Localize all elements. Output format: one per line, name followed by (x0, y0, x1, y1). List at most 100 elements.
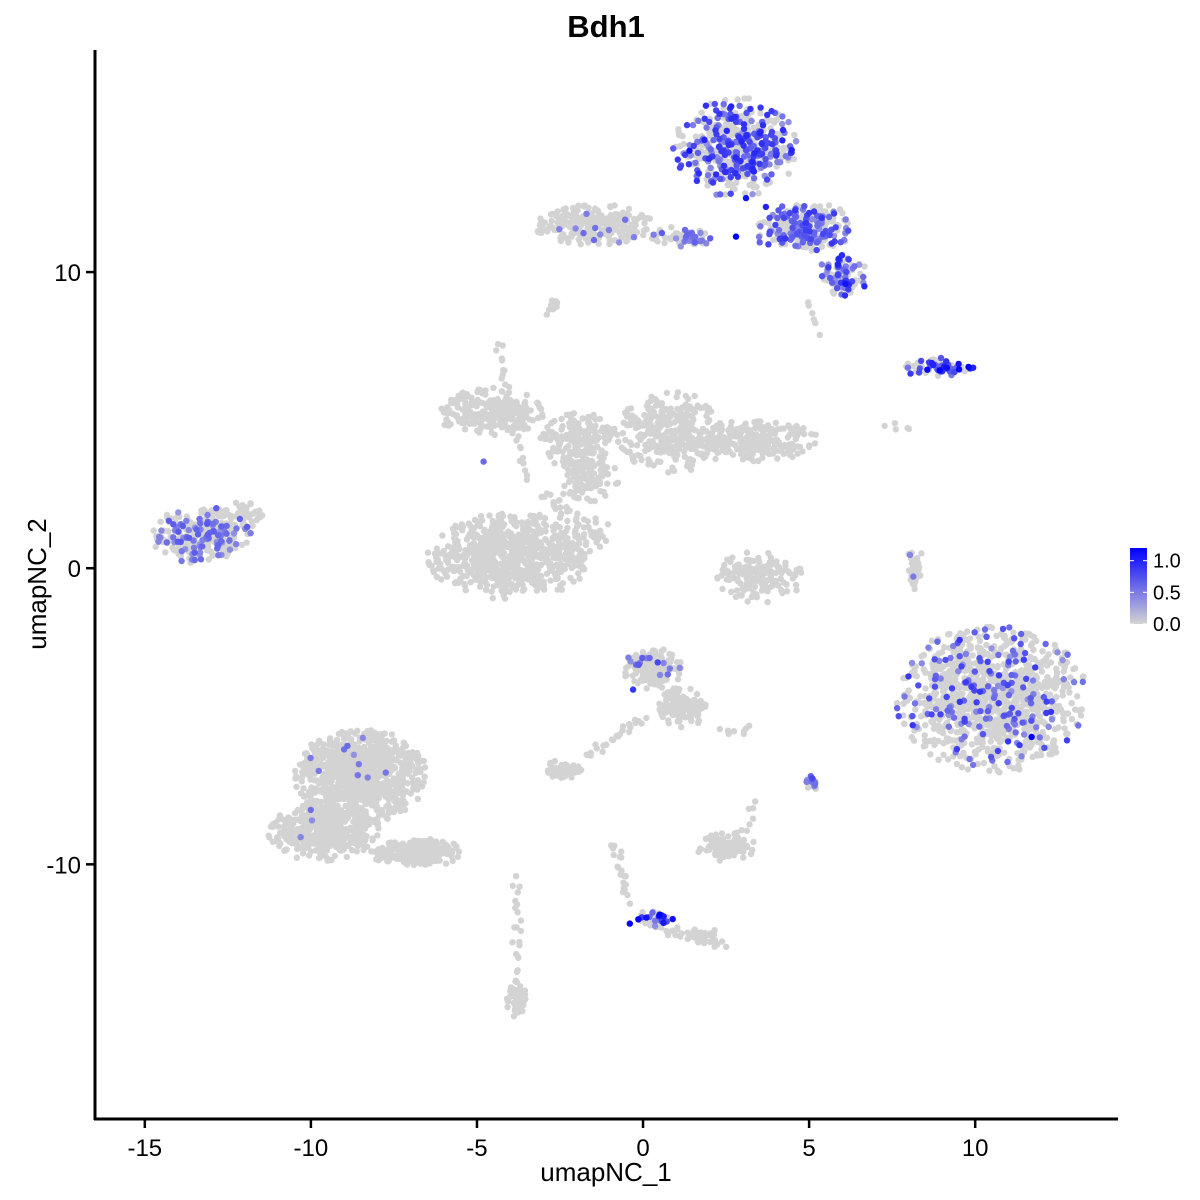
cell-point (309, 745, 316, 752)
cell-point (511, 514, 518, 521)
cell-point (648, 674, 655, 681)
cell-point (558, 232, 565, 239)
cell-point (487, 397, 494, 404)
cell-point (513, 398, 520, 405)
cell-point (477, 386, 484, 394)
cell-point (223, 506, 230, 514)
cell-point (548, 428, 556, 436)
cell-point (603, 427, 611, 434)
cell-point (723, 576, 730, 583)
cell-point (476, 522, 484, 530)
cell-point (516, 413, 524, 420)
cell-point (701, 230, 709, 237)
cell-point (633, 442, 641, 449)
cell-point (476, 429, 483, 436)
cell-point (750, 447, 757, 455)
cell-point (607, 203, 614, 210)
cell-point (780, 144, 787, 152)
cell-point (759, 454, 766, 461)
cell-point (775, 447, 783, 454)
cell-point (538, 555, 545, 562)
cell-point (1064, 681, 1071, 688)
cell-point (685, 431, 693, 438)
cell-point (173, 548, 181, 555)
cell-point (397, 807, 404, 815)
cell-point (778, 586, 785, 594)
cell-point (641, 668, 648, 675)
cell-point (336, 783, 343, 790)
cell-point (630, 224, 637, 231)
cell-point (415, 753, 422, 760)
cell-point (444, 559, 452, 566)
cell-point (756, 446, 763, 453)
cell-point (647, 680, 654, 687)
cell-point (922, 685, 929, 692)
cell-point (693, 690, 701, 698)
cell-point (964, 766, 972, 773)
cell-point (665, 469, 672, 476)
cell-point (545, 225, 552, 232)
cell-point (687, 712, 694, 719)
cell-point (536, 513, 544, 521)
cell-point (493, 542, 501, 549)
cell-point (980, 759, 988, 767)
cell-point (558, 415, 565, 423)
cell-point (559, 212, 567, 219)
cell-point (405, 749, 412, 757)
cell-point (666, 435, 673, 442)
cell-point (1010, 629, 1017, 636)
cell-point (519, 530, 527, 537)
cell-point (719, 585, 726, 593)
cell-point (748, 455, 755, 462)
cell-point (653, 398, 661, 405)
cell-point (678, 723, 685, 731)
cell-point (415, 760, 422, 767)
cell-point (1039, 648, 1046, 655)
cell-point (663, 700, 670, 708)
cell-point (806, 442, 813, 449)
cell-point (533, 587, 541, 594)
cell-point (581, 203, 589, 210)
cell-point (755, 190, 762, 197)
cell-point (314, 740, 322, 747)
cell-point (927, 751, 934, 758)
cell-point (560, 766, 568, 774)
cell-point (659, 713, 666, 721)
cell-point (743, 580, 751, 587)
cell-point (549, 448, 556, 455)
cell-point (763, 447, 770, 454)
cell-point (198, 507, 205, 514)
cell-point (743, 549, 751, 556)
cell-point (1051, 684, 1059, 692)
cell-point (544, 424, 551, 431)
cell-point (985, 731, 993, 738)
cell-point (614, 431, 621, 438)
cell-point (724, 181, 731, 189)
cell-point (944, 631, 952, 638)
cell-point (979, 743, 986, 751)
cell-point (568, 774, 575, 781)
cell-point (735, 561, 742, 568)
cell-point (920, 743, 928, 750)
cell-point (447, 421, 454, 428)
cell-point (524, 566, 531, 573)
cell-point (680, 140, 687, 148)
cell-point (692, 133, 700, 140)
cell-point (162, 549, 169, 556)
cell-point (454, 537, 461, 545)
cell-point (454, 414, 462, 422)
cell-point (421, 773, 428, 780)
cell-point (986, 767, 993, 774)
cell-point (498, 400, 506, 407)
cell-point (735, 569, 742, 576)
cell-point (656, 424, 664, 431)
cell-point (640, 231, 647, 239)
cell-point (901, 699, 908, 706)
cell-point (747, 558, 754, 565)
cell-point (518, 519, 526, 526)
cell-point (723, 569, 730, 577)
cell-point (488, 572, 495, 579)
cell-point (602, 439, 609, 447)
cell-point (770, 118, 778, 125)
cell-point (443, 416, 450, 423)
